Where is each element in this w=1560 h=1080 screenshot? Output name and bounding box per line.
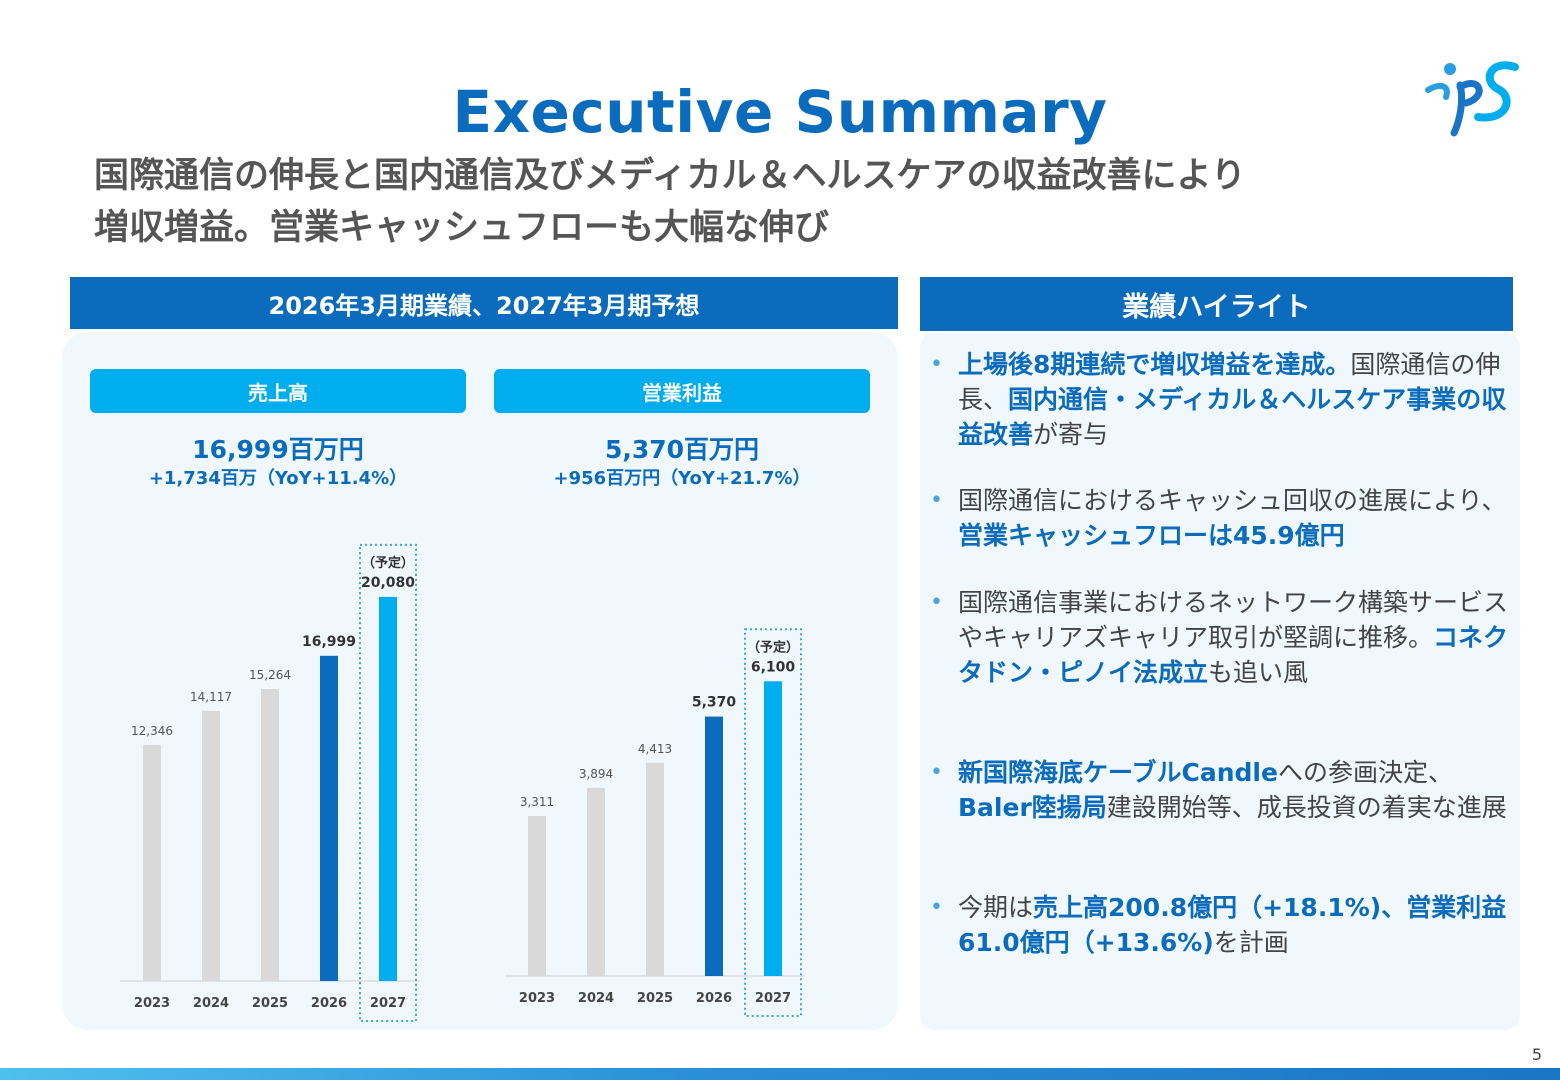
highlight-text: 今期は [958,893,1034,922]
category-label: 2023 [519,991,555,1006]
category-label: 2026 [311,996,347,1011]
highlight-text: が寄与 [1033,420,1109,449]
bullet-icon: • [930,488,943,513]
revenue-bar-chart: 12,346 2023 14,117 2024 15,264 2025 16,999 2026… [120,543,420,1022]
forecast-dotted-box [744,628,802,1018]
profit-chart-title: 営業利益 [494,369,870,413]
category-label: 2027 [370,996,406,1011]
highlight-text: も追い風 [1208,658,1309,687]
category-label: 2025 [637,991,673,1006]
bullet-icon: • [930,352,943,377]
subtitle-line-1: 国際通信の伸長と国内通信及びメディカル＆ヘルスケアの収益改善により [94,156,1246,196]
category-label: 2025 [252,996,288,1011]
bar-value-label: 12,346 [131,724,173,738]
page-title: Executive Summary [452,78,1108,146]
company-logo [1425,61,1519,137]
highlight-item: • 上場後8期連続で増収増益を達成。国際通信の伸長、国内通信・メディカル＆ヘルスケ… [930,347,1515,452]
highlights-panel [920,333,1520,1030]
page-subtitle: 国際通信の伸長と国内通信及びメディカル＆ヘルスケアの収益改善により 増収増益。営… [94,150,1454,254]
highlight-emphasis: 新国際海底ケーブルCandle [958,758,1278,787]
highlight-emphasis: 売上高200.8億円（+18.1%)、営業利益61.0億円（+13.6%) [958,893,1507,957]
highlight-text: を計画 [1213,928,1289,957]
bar-2026 [705,716,723,976]
bar-value-label: 14,117 [190,690,232,704]
forecast-dotted-box [359,543,417,1022]
bullet-icon: • [930,760,943,785]
highlight-item: • 国際通信事業におけるネットワーク構築サービスやキャリアズキャリア取引が堅調に推… [930,585,1515,690]
forecast-label: （予定） [747,639,799,655]
highlight-emphasis: Baler陸揚局 [958,793,1107,822]
footer-gradient-bar [0,1068,1560,1080]
bar-value-label: 16,999 [302,634,356,650]
highlights-section-header: 業績ハイライト [920,277,1513,331]
bar-2027 [379,596,397,981]
category-label: 2027 [755,991,791,1006]
bar-value-label: 15,264 [249,668,291,682]
highlight-item: • 今期は売上高200.8億円（+18.1%)、営業利益61.0億円（+13.6%… [930,890,1515,960]
page-number: 5 [1531,1045,1542,1064]
revenue-chart-title: 売上高 [90,369,466,413]
bar-2027 [764,681,782,976]
highlight-emphasis: 営業キャッシュフローは45.9億円 [958,521,1345,550]
profit-headline-delta: +956百万円（YoY+21.7%） [553,468,811,489]
bullet-icon: • [930,590,943,615]
highlight-emphasis: 国内通信・メディカル＆ヘルスケア事業の収益改善 [958,385,1507,449]
category-label: 2024 [193,996,229,1011]
bar-value-label: 6,100 [751,659,796,675]
bar-2024 [587,787,605,976]
subtitle-line-2: 増収増益。営業キャッシュフローも大幅な伸び [94,208,830,248]
bar-value-label: 4,413 [638,742,672,756]
bar-2023 [143,744,161,981]
highlight-text: 国際通信事業におけるネットワーク構築サービスやキャリアズキャリア取引が堅調に推移… [958,588,1509,652]
profit-headline-value: 5,370百万円 [604,435,760,464]
highlight-text: 国際通信におけるキャッシュ回収の進展により、 [958,486,1507,515]
bar-2024 [202,710,220,981]
highlight-emphasis: 上場後8期連続で増収増益を達成。 [958,350,1351,379]
highlight-text: 国際通信の伸長、 [958,350,1501,414]
revenue-headline-value: 16,999百万円 [192,435,364,464]
bar-value-label: 3,894 [579,767,613,781]
bar-value-label: 5,370 [692,695,737,711]
highlight-text: への参画決定、 [1277,758,1453,787]
bar-2025 [261,688,279,981]
highlight-item: • 新国際海底ケーブルCandleへの参画決定、 Baler陸揚局建設開始等、成長投… [930,755,1515,825]
bar-2026 [320,655,338,981]
profit-bar-chart: 3,311 2023 3,894 2024 4,413 2025 5,370 2026 6,10… [505,628,805,1018]
highlight-item: • 国際通信におけるキャッシュ回収の進展により、営業キャッシュフローは45.9億円 [930,483,1515,553]
category-label: 2023 [134,996,170,1011]
highlight-emphasis: コネクタドン・ピノイ法成立 [958,623,1509,687]
results-section-header: 2026年3月期業績、2027年3月期予想 [70,277,898,329]
bar-value-label: 20,080 [361,575,415,591]
bar-value-label: 3,311 [520,795,554,809]
revenue-headline-delta: +1,734百万（YoY+11.4%） [148,468,408,489]
bar-2023 [528,816,546,976]
bullet-icon: • [930,895,943,920]
highlight-text: 建設開始等、成長投資の着実な進展 [1106,793,1507,822]
category-label: 2024 [578,991,614,1006]
forecast-label: （予定） [362,555,414,571]
charts-panel [62,332,898,1030]
bar-2025 [646,762,664,976]
category-label: 2026 [696,991,732,1006]
